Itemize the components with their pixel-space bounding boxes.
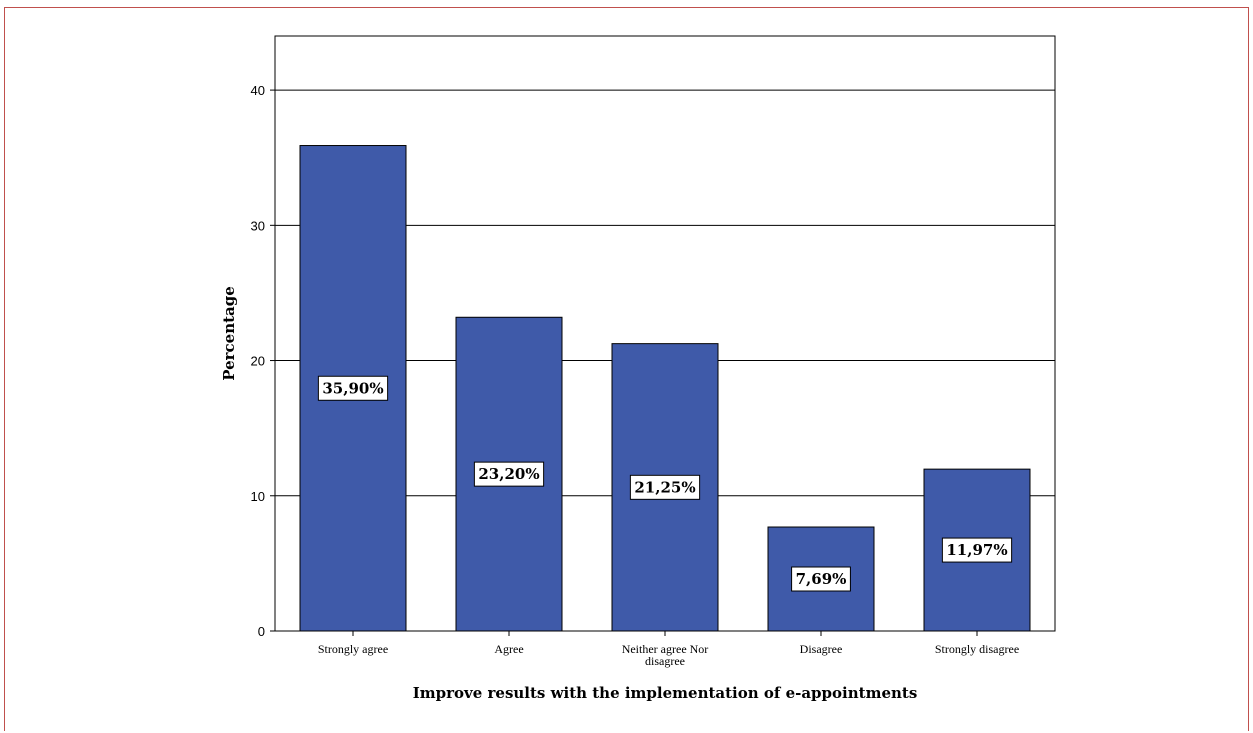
x-tick-label-line: Disagree bbox=[800, 642, 843, 656]
data-label: 35,90% bbox=[317, 375, 389, 401]
data-label: 11,97% bbox=[941, 537, 1013, 563]
data-label-text: 21,25% bbox=[634, 478, 695, 496]
x-tick-label: Strongly agree bbox=[318, 642, 388, 656]
data-label: 7,69% bbox=[791, 566, 851, 592]
y-tick-label: 0 bbox=[258, 624, 265, 639]
x-tick-label-line: Agree bbox=[494, 642, 523, 656]
data-label: 21,25% bbox=[629, 474, 701, 500]
data-label-text: 7,69% bbox=[796, 570, 847, 588]
y-tick-label: 20 bbox=[251, 354, 265, 369]
x-tick-label-line: Strongly agree bbox=[318, 642, 388, 656]
data-label-text: 35,90% bbox=[322, 379, 383, 397]
y-tick-label: 10 bbox=[251, 489, 265, 504]
bars bbox=[299, 145, 1031, 632]
data-label-box bbox=[473, 461, 545, 487]
y-tick-label: 40 bbox=[251, 83, 265, 98]
y-tick-label: 30 bbox=[251, 218, 265, 233]
x-tick-label: Agree bbox=[494, 642, 523, 656]
data-label-box bbox=[629, 474, 701, 500]
x-tick-label-line: Strongly disagree bbox=[935, 642, 1019, 656]
y-axis: 0 10 20 30 40 bbox=[251, 83, 275, 639]
data-label-text: 11,97% bbox=[946, 541, 1007, 559]
x-axis: Strongly agree Agree Neither agree Nor disa… bbox=[318, 631, 1019, 668]
data-label: 23,20% bbox=[473, 461, 545, 487]
x-tick-label: Neither agree Nor disagree bbox=[622, 642, 709, 668]
data-label-text: 23,20% bbox=[478, 465, 539, 483]
figure-frame bbox=[4, 7, 1249, 731]
x-tick-label: Disagree bbox=[800, 642, 843, 656]
x-tick-label: Strongly disagree bbox=[935, 642, 1019, 656]
x-axis-title: Improve results with the implementation … bbox=[413, 684, 918, 702]
data-label-box bbox=[791, 566, 851, 592]
x-tick-label-line: Neither agree Nor bbox=[622, 642, 709, 656]
y-axis-title: Percentage bbox=[220, 286, 238, 381]
data-labels: 35,90% 23,20% 21,25% 7,69% 11,97% bbox=[317, 375, 1013, 592]
data-label-box bbox=[317, 375, 389, 401]
x-tick-label-line: disagree bbox=[645, 654, 685, 668]
data-label-box bbox=[941, 537, 1013, 563]
